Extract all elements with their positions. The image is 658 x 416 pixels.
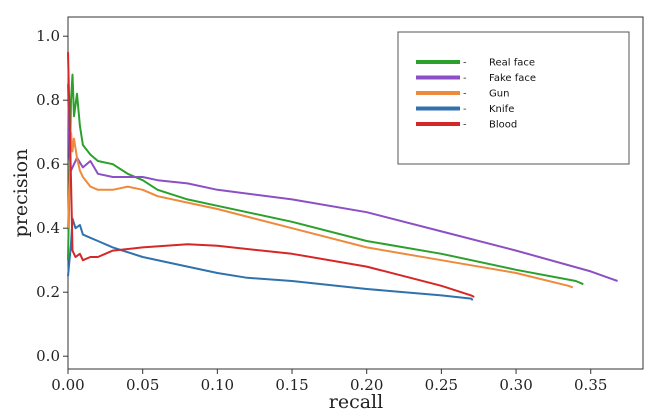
x-tick-label: 0.00 (51, 376, 84, 394)
x-axis-label: recall (329, 391, 383, 413)
series-line-blood (67, 52, 475, 298)
legend-separator: - (463, 58, 467, 69)
y-tick-label: 0.8 (36, 91, 60, 109)
plot-frame (67, 16, 644, 370)
series-line-gun (67, 131, 574, 289)
legend-separator: - (463, 104, 467, 115)
legend-label-gun: Gun (489, 89, 509, 100)
x-tick-label: 0.15 (275, 376, 308, 394)
y-axis-ticks: 0.0 0.2 0.4 0.6 0.8 1.0 (36, 27, 68, 365)
x-axis-ticks: 0.00 0.05 0.10 0.15 0.20 0.25 0.30 0.35 (51, 369, 607, 394)
legend-label-real-face: Real face (489, 58, 535, 69)
legend: - Real face - Fake face - Gun - Knife - Blood (397, 31, 630, 165)
x-tick-label: 0.05 (126, 376, 159, 394)
series-line-knife (67, 217, 474, 301)
y-tick-label: 1.0 (36, 27, 60, 45)
legend-separator: - (463, 89, 467, 100)
series-layer (67, 52, 618, 301)
y-tick-label: 0.0 (36, 347, 60, 365)
x-tick-label: 0.30 (499, 376, 532, 394)
series-line-fake-face (67, 84, 618, 282)
y-tick-label: 0.4 (36, 219, 60, 237)
series-line-real-face (67, 73, 584, 286)
y-tick-label: 0.2 (36, 283, 60, 301)
legend-separator: - (463, 73, 467, 84)
x-tick-label: 0.10 (201, 376, 234, 394)
x-tick-label: 0.20 (350, 376, 383, 394)
legend-box (397, 31, 630, 165)
legend-label-fake-face: Fake face (489, 73, 536, 84)
x-tick-label: 0.25 (425, 376, 458, 394)
x-tick-label: 0.35 (574, 376, 607, 394)
legend-items: - Real face - Fake face - Gun - Knife - Blood (416, 58, 536, 131)
y-tick-label: 0.6 (36, 155, 60, 173)
legend-label-knife: Knife (489, 104, 514, 115)
legend-label-blood: Blood (489, 120, 517, 131)
legend-separator: - (463, 120, 467, 131)
y-axis-label: precision (10, 149, 32, 238)
